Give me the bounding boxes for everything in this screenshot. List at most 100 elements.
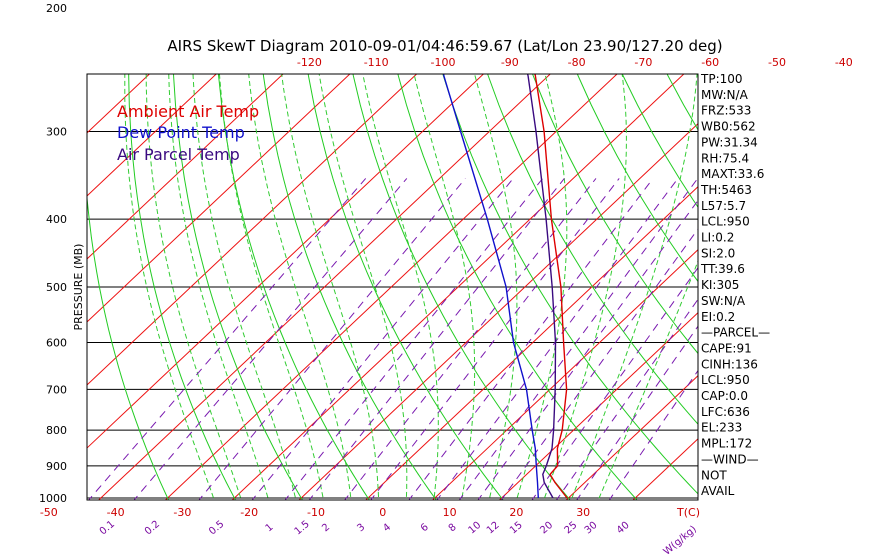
plot-frame	[86, 73, 699, 501]
index-value: TH:5463	[700, 183, 752, 197]
index-value: —WIND—	[701, 452, 759, 466]
moist-adiabat	[362, 74, 439, 500]
moist-adiabat	[474, 74, 518, 500]
isotherm--80	[87, 74, 284, 260]
mixing-ratio-tick: 2	[320, 522, 332, 535]
bottom-temp-tick: 30	[576, 506, 590, 519]
mixing-ratio-tick: 12	[485, 520, 502, 537]
top-temp-tick: -60	[701, 56, 719, 69]
isotherm--140	[0, 0, 176, 513]
top-temp-tick: -50	[768, 56, 786, 69]
bottom-temp-tick: 20	[509, 506, 523, 519]
pressure-tick-labels: 1002003004005006007008009001000	[39, 2, 67, 505]
dry-adiabat	[397, 74, 638, 500]
pressure-tick-600: 600	[46, 337, 67, 350]
mixing-ratio-tick: 15	[508, 520, 525, 537]
moist-adiabat	[218, 74, 324, 500]
index-value: SI:2.0	[701, 246, 735, 260]
bottom-temp-tick: -40	[107, 506, 125, 519]
index-value: WB0:562	[701, 120, 756, 134]
dry-adiabat	[576, 74, 698, 283]
mixing-ratio-line	[251, 178, 514, 500]
index-value: CINH:136	[701, 357, 758, 371]
x-axis-label: T(C)	[676, 506, 700, 519]
top-temp-tick-labels: -120 -110 -100 -90 -80 -70 -60 -50 -40	[297, 56, 853, 69]
top-temp-tick: -80	[568, 56, 586, 69]
mixing-ratio-line	[408, 178, 654, 500]
dry-adiabat	[532, 74, 698, 355]
mixing-ratio-line	[198, 178, 466, 500]
index-value: LI:0.2	[701, 231, 734, 245]
isotherm-10	[431, 249, 698, 500]
mixing-ratio-tick: 1.5	[293, 519, 312, 538]
isotherm--160	[0, 0, 42, 513]
legend-parcel-temp: Air Parcel Temp	[117, 145, 240, 164]
moist-adiabat	[318, 74, 408, 500]
pressure-tick-1000: 1000	[39, 492, 67, 505]
mixing-ratio-line	[284, 178, 544, 500]
index-value: LCL:950	[701, 373, 750, 387]
mixing-ratio-tick: 30	[583, 520, 600, 537]
pressure-tick-200: 200	[46, 2, 67, 15]
mixing-ratio-tick-labels: 0.1 0.2 0.5 1 1.5 2 3 4 6 8 10 12 15 20 25 30 40	[98, 519, 632, 538]
index-value: SW:N/A	[701, 294, 746, 308]
isotherm-30	[565, 375, 698, 500]
index-value: CAPE:91	[701, 341, 752, 355]
bottom-temp-tick: -30	[173, 506, 191, 519]
mixing-ratio-tick: 4	[381, 522, 393, 535]
moist-adiabat	[145, 74, 242, 500]
mixing-ratio-line	[88, 178, 367, 500]
index-value: MW:N/A	[701, 88, 749, 102]
mixing-ratio-tick: 10	[466, 520, 483, 537]
index-value: EL:233	[701, 421, 742, 435]
moist-adiabat	[515, 74, 568, 500]
index-value: —PARCEL—	[701, 326, 770, 340]
mixing-ratio-line	[133, 178, 408, 500]
index-value: KI:305	[701, 278, 739, 292]
mixing-ratio-label: W(g/kg)	[662, 524, 699, 558]
isotherm--50	[87, 74, 485, 449]
bottom-temp-tick-labels: -50 -40 -30 -20 -10 0 10 20 30	[40, 506, 590, 519]
mixing-ratio-tick: 8	[447, 522, 459, 535]
index-value: FRZ:533	[701, 104, 751, 118]
bottom-temp-tick: 10	[443, 506, 457, 519]
isotherm--30	[164, 74, 618, 500]
mixing-ratio-tick: 0.1	[98, 519, 117, 538]
dry-adiabat	[820, 0, 870, 513]
index-value: MPL:172	[701, 437, 752, 451]
top-temp-tick: -120	[297, 56, 322, 69]
pressure-tick-800: 800	[46, 424, 67, 437]
moist-adiabat	[570, 74, 698, 500]
mixing-ratio-line	[576, 325, 698, 500]
moist-adiabat	[413, 74, 476, 500]
isotherm--60	[87, 74, 418, 386]
bottom-temp-tick: -10	[307, 506, 325, 519]
chart-title: AIRS SkewT Diagram 2010-09-01/04:46:59.6…	[167, 37, 722, 55]
index-value: TT:39.6	[700, 262, 745, 276]
top-temp-tick: -110	[364, 56, 389, 69]
dry-adiabat	[750, 0, 870, 513]
mixing-ratio-tick: 0.5	[207, 519, 226, 538]
mixing-ratio-tick: 3	[355, 522, 367, 535]
index-value: MAXT:33.6	[701, 167, 764, 181]
index-value: NOT	[701, 468, 727, 482]
parcel-temp-line	[526, 74, 557, 499]
index-value: L57:5.7	[701, 199, 746, 213]
bottom-temp-tick: -20	[240, 506, 258, 519]
dry-adiabat	[307, 74, 504, 500]
index-value: AVAIL	[701, 484, 735, 498]
top-temp-tick: -90	[501, 56, 519, 69]
index-value: EI:0.2	[701, 310, 735, 324]
moist-adiabat	[168, 74, 270, 500]
ambient-temp-line	[534, 74, 568, 499]
pressure-tick-400: 400	[46, 213, 67, 226]
mixing-ratio-line	[344, 178, 597, 500]
dry-adiabat	[621, 74, 698, 208]
index-value: CAP:0.0	[701, 389, 748, 403]
index-value: LCL:950	[701, 215, 750, 229]
isotherm--70	[87, 74, 351, 323]
mixing-ratio-tick: 25	[563, 520, 580, 537]
dry-adiabat	[352, 74, 571, 500]
